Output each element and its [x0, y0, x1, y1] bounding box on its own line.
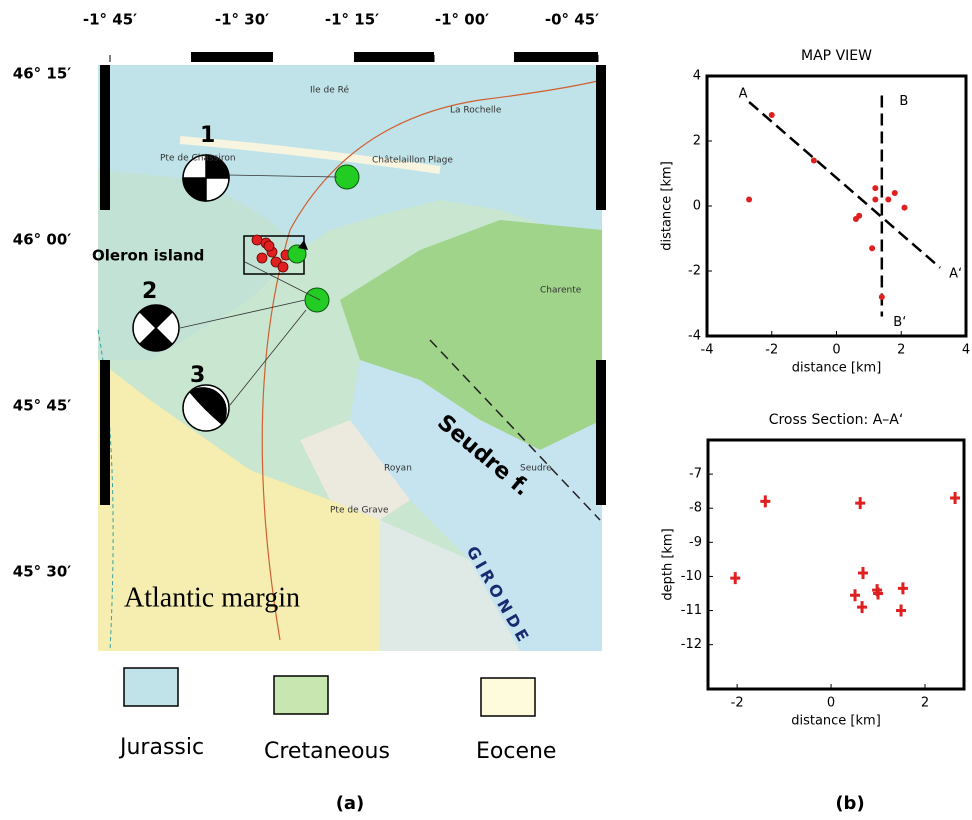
point [896, 605, 906, 617]
chart-title: Cross Section: A–A‘ [769, 412, 904, 428]
legend-label: Jurassic [118, 735, 204, 760]
point [901, 205, 907, 211]
x-tick-label: 2 [897, 343, 905, 358]
lon-tick-label: -0° 45′ [545, 11, 599, 29]
lon-tick-label: -1° 45′ [83, 11, 137, 29]
margin-label: Atlantic margin [124, 582, 300, 613]
lat-tick-label: 46° 15′ [13, 65, 71, 83]
y-tick-label: -11 [681, 603, 702, 618]
profile-label: A [739, 87, 748, 102]
point [892, 190, 898, 196]
legend-label: Eocene [476, 739, 556, 764]
place-name: Royan [384, 464, 412, 474]
legend-swatch [481, 678, 535, 716]
x-tick-label: -4 [701, 343, 714, 358]
y-tick-label: 2 [693, 134, 701, 149]
lon-tick-label: -1° 30′ [215, 11, 269, 29]
place-name: Charente [540, 286, 582, 296]
y-tick-label: -7 [689, 467, 702, 482]
place-name: Ile de Ré [310, 85, 350, 96]
x-tick-label: -2 [765, 343, 778, 358]
point [858, 567, 868, 579]
figure: -1° 45′ -1° 30′ -1° 15′ -1° 00′ -0° 45′ … [0, 0, 972, 820]
x-tick-label: -2 [731, 696, 744, 711]
y-tick-label: -9 [689, 535, 702, 550]
x-tick-label: 4 [962, 343, 970, 358]
event-number: 1 [200, 123, 215, 148]
plot-frame [708, 440, 964, 689]
point [879, 294, 885, 300]
y-tick-label: -12 [681, 637, 702, 652]
x-axis-label: distance [km] [792, 361, 882, 376]
point [746, 197, 752, 203]
x-tick-label: 0 [827, 696, 835, 711]
profile-line [749, 102, 940, 268]
y-tick-label: -10 [681, 569, 702, 584]
x-axis-label: distance [km] [791, 714, 881, 729]
chart-title: MAP VIEW [801, 48, 872, 64]
x-tick-label: 0 [832, 343, 840, 358]
y-tick-label: -2 [688, 264, 701, 279]
place-name: Châtelaillon Plage [372, 156, 453, 166]
y-tick-label: -4 [688, 329, 701, 344]
lon-tick-label: -1° 15′ [325, 11, 379, 29]
point [855, 497, 865, 509]
event-number: 2 [142, 279, 157, 304]
lat-tick-label: 45° 45′ [13, 397, 71, 415]
lat-tick-label: 46° 00′ [13, 231, 71, 249]
place-name: Seudre [520, 464, 552, 474]
y-tick-label: -8 [689, 501, 702, 516]
point [769, 112, 775, 118]
event-number: 3 [190, 363, 205, 388]
panel-label: (b) [835, 793, 864, 814]
panel-label: (a) [336, 793, 365, 814]
point [885, 197, 891, 203]
plot-frame [707, 76, 966, 336]
y-tick-label: 0 [693, 199, 701, 214]
profile-label: B‘ [893, 315, 906, 330]
place-name: Pte de Grave [330, 506, 389, 516]
point [730, 572, 740, 584]
y-axis-label: depth [km] [661, 528, 676, 600]
island-label: Oleron island [92, 247, 204, 265]
lat-tick-label: 45° 30′ [13, 563, 71, 581]
profile-label: A‘ [949, 266, 962, 281]
point [869, 245, 875, 251]
point [811, 158, 817, 164]
y-axis-label: distance [km] [660, 161, 675, 251]
point [857, 601, 867, 613]
place-name: Pte de Chassiron [160, 154, 236, 164]
geologic-map [98, 52, 606, 651]
point [950, 492, 960, 504]
point [872, 185, 878, 191]
point [760, 495, 770, 507]
point [853, 216, 859, 222]
profile-label: B [899, 94, 908, 109]
point [872, 197, 878, 203]
x-tick-label: 2 [921, 696, 929, 711]
y-tick-label: 4 [693, 69, 701, 84]
place-name: La Rochelle [450, 106, 502, 116]
lon-tick-label: -1° 00′ [435, 11, 489, 29]
point [850, 589, 860, 601]
point [898, 582, 908, 594]
legend-label: Cretaneous [264, 739, 390, 764]
legend-swatch [274, 676, 328, 714]
legend-swatch [124, 668, 178, 706]
